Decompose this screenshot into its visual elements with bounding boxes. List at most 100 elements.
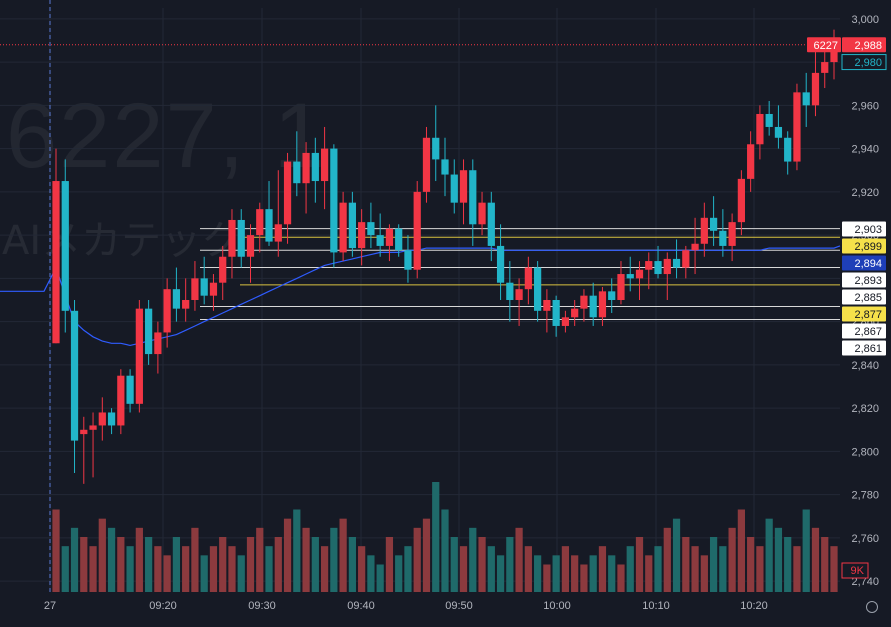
volume-bar [376, 564, 384, 592]
candle-body [534, 267, 542, 311]
volume-bar [163, 555, 171, 592]
volume-bar [774, 527, 783, 592]
candle-body [756, 113, 764, 145]
candle-body [385, 228, 394, 246]
volume-bar [117, 537, 125, 592]
candle-body [422, 137, 431, 192]
candle-body [811, 72, 820, 106]
candle-body [145, 308, 153, 355]
volume-bar [496, 555, 505, 592]
settings-icon[interactable] [866, 601, 878, 613]
volume-bar [404, 546, 412, 592]
x-tick-label: 10:20 [740, 600, 768, 612]
volume-bar [784, 537, 792, 592]
volume-bar [654, 546, 662, 592]
volume-bar [830, 546, 838, 592]
candle-body [765, 113, 773, 127]
volume-bar [274, 537, 282, 592]
candle-body [515, 289, 523, 300]
volume-bar [811, 527, 820, 592]
candle-body [348, 202, 356, 249]
volume-bar [283, 518, 292, 592]
level-label: 2,885 [854, 292, 882, 304]
volume-bar [645, 555, 653, 592]
volume-bar [126, 546, 134, 592]
volume-bar [348, 537, 356, 592]
volume-bar [172, 537, 181, 592]
candle-body [358, 222, 366, 249]
candle-body [237, 219, 245, 257]
candle-body [70, 310, 79, 441]
volume-bar [135, 527, 143, 592]
candle-body [265, 209, 273, 242]
volume-bar [709, 537, 718, 592]
candle-body [459, 170, 468, 203]
candle-body [506, 282, 514, 300]
candle-body [617, 274, 625, 300]
volume-bar [571, 555, 579, 592]
volume-bar [339, 518, 347, 592]
level-label-bg [842, 323, 886, 339]
volume-bar [413, 527, 421, 592]
candle-body [311, 152, 319, 182]
volume-bar [737, 509, 745, 592]
candle-body [774, 126, 783, 138]
candle-body [830, 44, 838, 63]
level-label-bg [842, 221, 886, 237]
candle-body [339, 202, 347, 253]
volume-bar [663, 527, 671, 592]
volume-bar [422, 518, 431, 592]
candle-body [219, 256, 227, 283]
volume-bar [228, 546, 236, 592]
volume-bar [580, 564, 588, 592]
volume-bar [246, 537, 255, 592]
candle-body [682, 250, 690, 268]
volume-bar [320, 546, 329, 592]
level-label-bg [842, 306, 886, 322]
volume-label: 9K [851, 565, 865, 577]
volume-bar [626, 546, 634, 592]
company-watermark: AIメカテック [2, 218, 242, 264]
volume-bar [209, 546, 218, 592]
x-tick-label: 10:10 [642, 600, 670, 612]
candle-body [543, 300, 551, 311]
candle-body [598, 291, 607, 318]
candle-body [496, 245, 505, 283]
candle-body [135, 308, 143, 404]
x-tick-label: 10:00 [543, 600, 571, 612]
candle-body [691, 243, 699, 251]
candle-body [107, 412, 116, 426]
candle-body [154, 332, 162, 355]
volume-bar [61, 546, 69, 592]
candle-body [320, 148, 329, 182]
volume-bar [302, 527, 310, 592]
candle-body [793, 92, 801, 162]
volume-bar [700, 555, 708, 592]
candle-body [802, 92, 810, 106]
volume-bar [70, 527, 79, 592]
volume-bar [478, 537, 486, 592]
volume-bar [534, 555, 542, 592]
x-tick-label: 27 [44, 600, 56, 612]
volume-bar [543, 564, 551, 592]
volume-bar [617, 564, 625, 592]
candle-body [469, 170, 477, 225]
y-tick-label: 2,800 [851, 446, 879, 458]
y-tick-label: 2,760 [851, 533, 879, 545]
volume-bar [506, 537, 514, 592]
y-tick-label: 2,740 [851, 576, 879, 588]
candle-body [228, 219, 236, 257]
candle-body [747, 144, 755, 179]
volume-bar [265, 546, 273, 592]
vwap-price-bg [841, 54, 887, 71]
level-label-bg [842, 289, 886, 305]
volume-bar [682, 537, 690, 592]
volume-bar [487, 546, 495, 592]
volume-bar [598, 546, 607, 592]
volume-bar [311, 537, 319, 592]
candle-body [552, 300, 560, 326]
volume-bar [765, 518, 773, 592]
volume-bar [515, 527, 523, 592]
